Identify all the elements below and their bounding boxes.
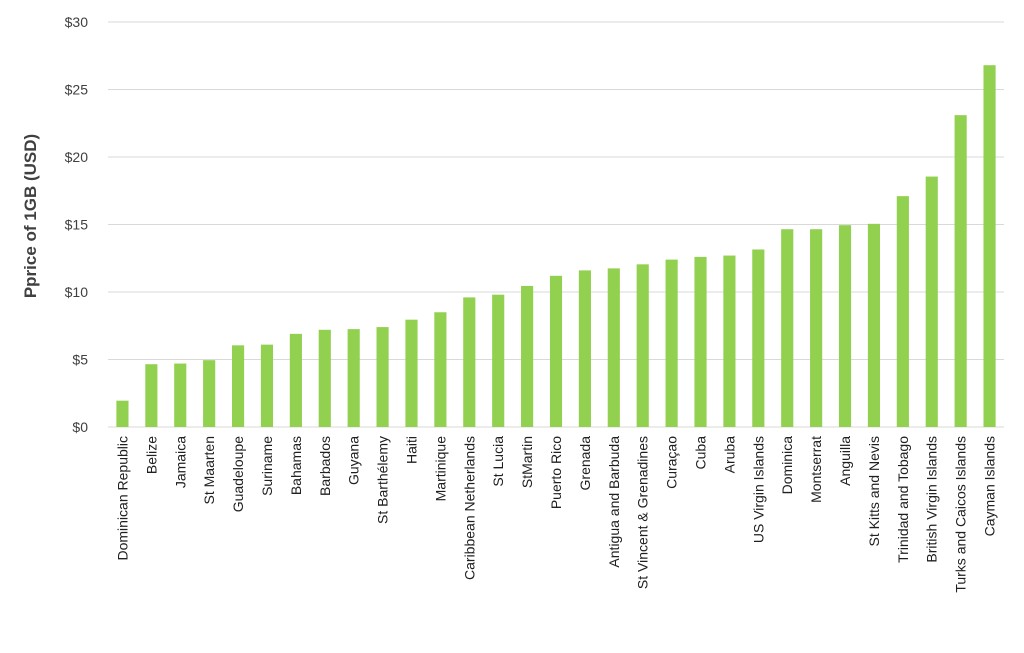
y-tick-label: $15 [65, 217, 89, 233]
x-tick-label: Trinidad and Tobago [895, 436, 911, 563]
x-tick-label: Cayman Islands [982, 436, 998, 536]
x-tick-label: British Virgin Islands [924, 436, 940, 563]
y-tick-label: $0 [72, 419, 88, 435]
x-tick-label: Grenada [577, 436, 593, 491]
bar [578, 270, 591, 427]
x-tick-label: US Virgin Islands [750, 436, 766, 543]
x-tick-label: Curaçao [664, 436, 680, 489]
x-tick-label: Anguilla [837, 436, 853, 486]
bar [781, 229, 794, 427]
bar [896, 196, 909, 427]
x-tick-label: Caribbean Netherlands [461, 436, 477, 580]
bar [492, 294, 505, 427]
bar [607, 268, 620, 427]
x-tick-label: St Barthélemy [375, 436, 391, 524]
y-axis-tick-labels: $0 $5 $10 $15 $20 $25 $30 [65, 14, 89, 435]
x-tick-label: Guadeloupe [230, 436, 246, 513]
bar [838, 225, 852, 427]
x-axis-category-labels: Dominican Republic Belize Jamaica St Maarte… [114, 436, 997, 593]
bar [752, 249, 765, 427]
bar [521, 285, 534, 427]
x-tick-label: Martinique [432, 436, 448, 502]
bar [145, 364, 158, 427]
x-tick-label: Bahamas [288, 436, 304, 495]
bar [954, 115, 967, 428]
bar [983, 65, 996, 427]
x-tick-label: Guyana [346, 436, 362, 485]
bar [867, 223, 881, 427]
x-tick-label: Dominican Republic [114, 436, 130, 561]
bar [203, 360, 216, 427]
bar [723, 255, 736, 427]
x-tick-label: Belize [143, 436, 159, 474]
y-axis-title: Pprice of 1GB (USD) [21, 134, 40, 298]
x-tick-label: Barbados [317, 436, 333, 496]
bar [376, 327, 389, 427]
bar [318, 329, 331, 427]
bar [347, 329, 360, 427]
x-tick-label: Suriname [259, 436, 275, 496]
x-tick-label: StMartin [519, 436, 535, 488]
x-tick-label: Puerto Rico [548, 436, 564, 509]
bar [405, 319, 418, 427]
x-tick-label: St Vincent & Grenadines [635, 436, 651, 589]
bar [260, 344, 274, 427]
bar [174, 363, 187, 427]
y-tick-label: $30 [65, 14, 89, 30]
bar [549, 275, 563, 427]
bar [694, 256, 707, 427]
x-tick-label: Cuba [693, 436, 709, 470]
bar [665, 259, 678, 427]
bar [925, 176, 938, 427]
bar [810, 229, 823, 427]
bar [231, 345, 245, 427]
x-tick-label: Aruba [721, 436, 737, 474]
x-tick-label: Turks and Caicos Islands [953, 436, 969, 593]
y-tick-label: $5 [72, 352, 88, 368]
y-tick-label: $25 [65, 82, 89, 98]
bar [434, 312, 447, 427]
bar [463, 297, 476, 427]
x-tick-label: Dominica [779, 436, 795, 495]
bar [116, 400, 129, 427]
x-tick-label: St Maarten [201, 436, 217, 504]
x-tick-label: Antigua and Barbuda [606, 436, 622, 568]
bar [289, 333, 302, 427]
x-tick-label: St Kitts and Nevis [866, 436, 882, 547]
x-tick-label: St Lucia [490, 436, 506, 487]
x-tick-label: Haiti [403, 436, 419, 464]
bars [116, 65, 996, 428]
y-tick-label: $20 [65, 149, 89, 165]
x-tick-label: Montserrat [808, 436, 824, 503]
x-tick-label: Jamaica [172, 436, 188, 488]
bar [636, 264, 649, 427]
y-tick-label: $10 [65, 284, 89, 300]
